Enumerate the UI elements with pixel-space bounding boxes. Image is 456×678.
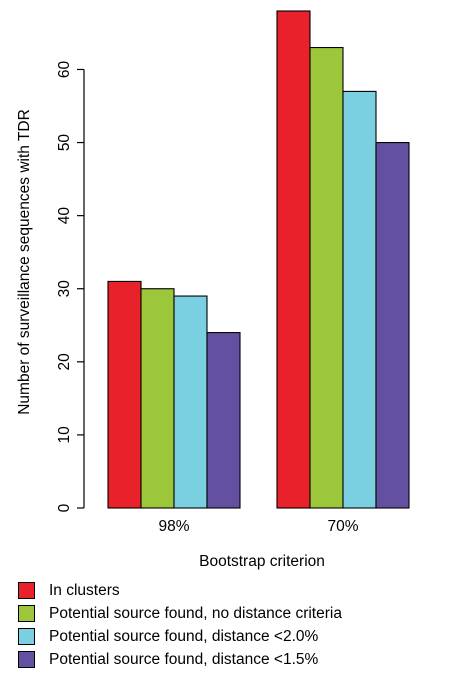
legend-swatch [18, 628, 35, 645]
legend-item: Potential source found, no distance crit… [18, 602, 342, 625]
y-axis-title: Number of surveillance sequences with TD… [16, 109, 33, 415]
legend-label: Potential source found, distance <1.5% [49, 650, 319, 668]
x-axis-labels: 98% 70% [158, 518, 358, 535]
legend: In clusters Potential source found, no di… [18, 579, 342, 671]
y-tick-label: 10 [56, 426, 73, 444]
legend-swatch [18, 605, 35, 622]
legend-item: Potential source found, distance <1.5% [18, 648, 342, 671]
bar [206, 332, 241, 509]
bars [107, 10, 410, 509]
bar [309, 46, 344, 509]
bar [173, 295, 208, 509]
x-axis-title: Bootstrap criterion [199, 553, 325, 570]
y-tick-label: 20 [56, 353, 73, 371]
legend-label: In clusters [49, 581, 120, 599]
y-tick-label: 30 [56, 280, 73, 298]
y-tick-label: 40 [56, 207, 73, 225]
bar [342, 90, 377, 509]
bar [276, 10, 311, 509]
legend-item: In clusters [18, 579, 342, 602]
bar [107, 280, 142, 509]
bar [375, 142, 410, 509]
x-tick-label: 98% [158, 518, 189, 535]
y-tick-label: 50 [56, 134, 73, 152]
y-tick-label: 0 [56, 503, 73, 512]
x-tick-label: 70% [327, 518, 358, 535]
bar [140, 288, 175, 509]
legend-label: Potential source found, no distance crit… [49, 604, 342, 622]
y-axis: 0 10 20 30 40 50 60 [56, 60, 85, 512]
legend-swatch [18, 651, 35, 668]
y-tick-label: 60 [56, 60, 73, 78]
legend-swatch [18, 582, 35, 599]
legend-item: Potential source found, distance <2.0% [18, 625, 342, 648]
legend-label: Potential source found, distance <2.0% [49, 627, 319, 645]
